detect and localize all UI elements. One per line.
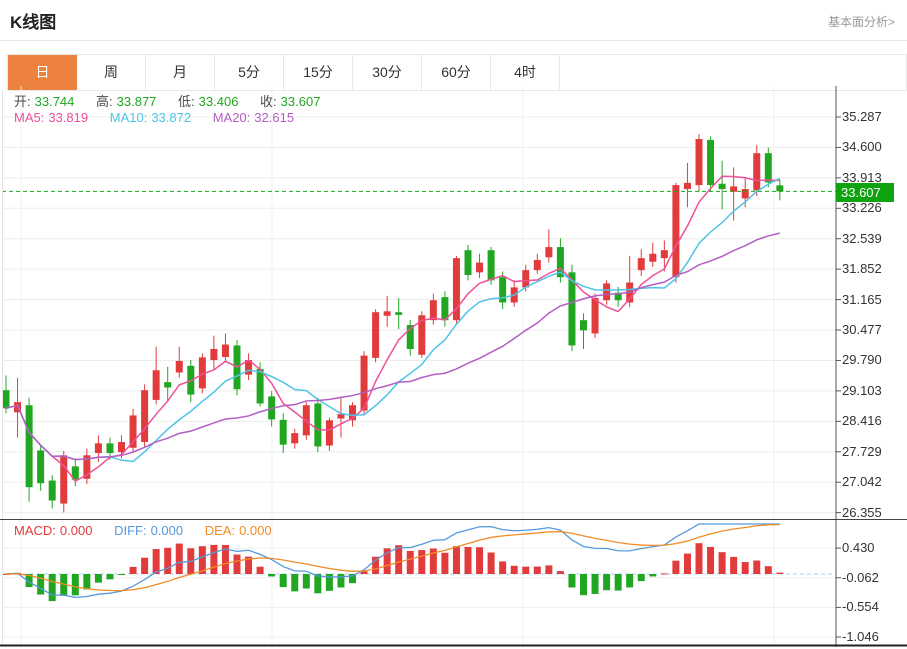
y-axis-label: 35.287: [842, 109, 882, 124]
ma20-value: 32.615: [254, 110, 295, 125]
diff-value: 0.000: [150, 523, 184, 538]
current-price-badge: 33.607: [836, 183, 894, 202]
y-axis-label: -0.554: [842, 599, 879, 615]
tab-月[interactable]: 月: [146, 55, 215, 90]
ma5-label: MA5:: [14, 110, 45, 125]
dea-value: 0.000: [239, 523, 272, 538]
kline-chart-canvas[interactable]: [0, 85, 907, 649]
y-axis-label: 31.852: [842, 261, 882, 277]
y-axis-label: 33.913: [842, 169, 882, 185]
header-divider: [0, 40, 907, 41]
open-value: 33.744: [34, 94, 75, 109]
y-axis-label: 34.600: [842, 139, 882, 155]
page-title: K线图: [10, 13, 57, 32]
macd-value: 0.000: [59, 523, 93, 538]
macd-label: MACD:: [14, 523, 56, 538]
tab-5分[interactable]: 5分: [215, 55, 284, 90]
ma10-label: MA10:: [109, 110, 148, 125]
ma10-value: 33.872: [151, 110, 192, 125]
ma20-label: MA20:: [212, 110, 251, 125]
y-axis-label: 29.790: [842, 352, 882, 368]
y-axis-label: 27.042: [842, 474, 882, 490]
y-axis-label: -0.062: [842, 569, 879, 585]
macd-legend: MACD: 0.000 DIFF: 0.000 DEA: 0.000: [14, 523, 290, 538]
ma5-value: 33.819: [48, 110, 89, 125]
y-axis-label: 31.165: [842, 291, 882, 307]
y-axis-label: -1.046: [842, 629, 879, 645]
ma-legend: MA5: 33.819 MA10: 33.872 MA20: 32.615: [14, 110, 312, 125]
tab-4时[interactable]: 4时: [491, 55, 560, 90]
tab-60分[interactable]: 60分: [422, 55, 491, 90]
ohlc-legend: 开: 33.744 高: 33.877 低: 33.406 收: 33.607: [14, 91, 338, 110]
high-value: 33.877: [116, 94, 157, 109]
y-axis-label: 0.430: [842, 540, 875, 556]
period-tab-strip: 日周月 5分 15分 30分 60分 4时: [7, 54, 907, 91]
tab-15分[interactable]: 15分: [284, 55, 353, 90]
y-axis-label: 29.103: [842, 382, 882, 398]
y-axis-label: 33.226: [842, 200, 882, 216]
close-value: 33.607: [280, 94, 321, 109]
tab-日[interactable]: 日: [8, 55, 77, 90]
low-label: 低:: [178, 94, 195, 109]
low-value: 33.406: [198, 94, 239, 109]
diff-label: DIFF:: [114, 523, 147, 538]
fundamental-analysis-link[interactable]: 基本面分析>: [827, 15, 895, 29]
y-axis-label: 28.416: [842, 413, 882, 429]
y-axis-label: 32.539: [842, 230, 882, 246]
y-axis-label: 27.729: [842, 443, 882, 459]
tab-30分[interactable]: 30分: [353, 55, 422, 90]
high-label: 高:: [96, 94, 113, 109]
dea-label: DEA:: [204, 523, 236, 538]
kline-chart[interactable]: [0, 85, 907, 649]
tab-周[interactable]: 周: [77, 55, 146, 90]
y-axis-label: 26.355: [842, 504, 882, 520]
close-label: 收:: [260, 94, 277, 109]
open-label: 开:: [14, 94, 31, 109]
y-axis-label: 30.477: [842, 322, 882, 338]
